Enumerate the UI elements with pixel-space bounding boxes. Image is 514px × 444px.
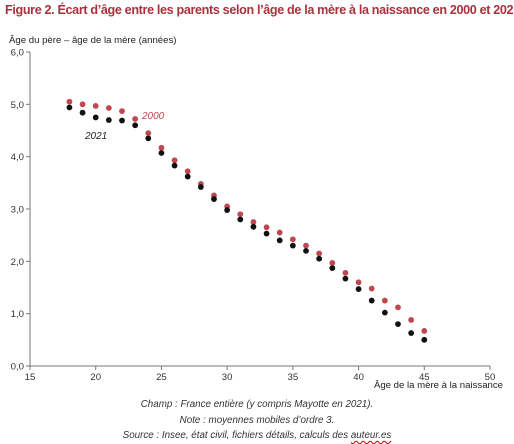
- series-2021: [66, 104, 428, 343]
- point-2000: [355, 279, 362, 286]
- point-2021: [171, 162, 178, 169]
- point-2000: [184, 168, 191, 175]
- point-2000: [395, 304, 401, 311]
- x-tick-label: 45: [419, 372, 430, 383]
- x-tick-label: 50: [485, 372, 496, 383]
- y-tick-label: 0,0: [11, 362, 24, 373]
- y-tick-label: 2,0: [11, 257, 24, 268]
- note-source-authors: auteur.es: [350, 430, 392, 441]
- point-2000: [105, 105, 112, 111]
- y-tick-label: 1,0: [11, 309, 24, 320]
- point-2021: [329, 265, 336, 272]
- point-2000: [237, 211, 244, 218]
- point-2021: [79, 109, 86, 116]
- x-tick-label: 40: [353, 372, 364, 383]
- point-2021: [92, 114, 99, 121]
- axes: [26, 51, 491, 370]
- legend-label-2000: 2000: [141, 111, 165, 122]
- point-2000: [276, 229, 283, 236]
- point-2000: [329, 260, 336, 266]
- point-2021: [184, 173, 191, 180]
- point-2021: [132, 122, 139, 129]
- point-2000: [263, 224, 270, 231]
- point-2021: [158, 150, 165, 156]
- note-source-text: Source : Insee, état civil, fichiers dét…: [122, 430, 351, 441]
- point-2000: [381, 297, 388, 304]
- note-scope: Champ : France entière (y compris Mayott…: [140, 399, 374, 410]
- point-2021: [303, 247, 309, 254]
- tick-labels: 15 20 25 30 35 40 45 50 0,0 1,0 2,0 3,0 4,0 5,0 6,0: [11, 48, 496, 384]
- x-tick-label: 35: [288, 372, 299, 383]
- y-tick-label: 6,0: [11, 48, 24, 59]
- point-2000: [92, 103, 99, 109]
- note-method: Note : moyennes mobiles d’ordre 3.: [179, 414, 335, 426]
- point-2021: [381, 309, 388, 316]
- point-2021: [211, 196, 217, 202]
- legend-label-2021: 2021: [84, 131, 107, 142]
- point-2021: [395, 321, 401, 328]
- point-2021: [224, 207, 231, 213]
- point-2000: [132, 116, 139, 122]
- point-2021: [250, 223, 257, 230]
- point-2000: [303, 242, 309, 249]
- scatter-chart: Âge du père – âge de la mère (années) 15…: [9, 35, 503, 391]
- point-2000: [342, 269, 349, 276]
- point-2021: [145, 135, 152, 142]
- point-2000: [316, 250, 323, 257]
- point-2000: [158, 144, 165, 151]
- point-2021: [237, 216, 244, 223]
- x-axis-label: Âge de la mère à la naissance: [374, 380, 503, 391]
- point-2000: [289, 236, 296, 243]
- point-2000: [421, 328, 428, 334]
- data-points: [66, 98, 428, 343]
- y-tick-label: 3,0: [11, 205, 24, 216]
- point-2000: [145, 130, 152, 137]
- point-2000: [250, 219, 257, 225]
- point-2021: [119, 117, 125, 124]
- point-2000: [171, 157, 178, 164]
- point-2021: [421, 336, 428, 343]
- point-2021: [408, 330, 415, 336]
- x-tick-label: 20: [90, 372, 101, 383]
- point-2021: [342, 275, 349, 282]
- point-2021: [197, 184, 204, 190]
- point-2000: [79, 101, 86, 108]
- point-2000: [408, 317, 415, 323]
- x-tick-label: 25: [156, 372, 167, 383]
- point-2000: [119, 108, 125, 115]
- point-2021: [66, 104, 73, 111]
- point-2021: [316, 255, 323, 262]
- point-2021: [368, 297, 375, 304]
- point-2021: [263, 230, 270, 237]
- chart-title: Figure 2. Écart d’âge entre les parents …: [5, 3, 514, 17]
- y-tick-label: 4,0: [11, 152, 24, 163]
- y-tick-label: 5,0: [11, 100, 24, 111]
- point-2000: [66, 98, 73, 105]
- point-2021: [105, 117, 112, 123]
- x-tick-label: 15: [25, 372, 36, 383]
- point-2021: [355, 286, 362, 292]
- note-source: Source : Insee, état civil, fichiers dét…: [0, 428, 514, 444]
- y-axis-label: Âge du père – âge de la mère (années): [9, 35, 176, 46]
- point-2000: [368, 285, 375, 292]
- figure-notes: Champ : France entière (y compris Mayott…: [0, 397, 514, 444]
- x-tick-label: 30: [222, 372, 233, 383]
- point-2021: [289, 242, 296, 249]
- point-2021: [276, 237, 283, 244]
